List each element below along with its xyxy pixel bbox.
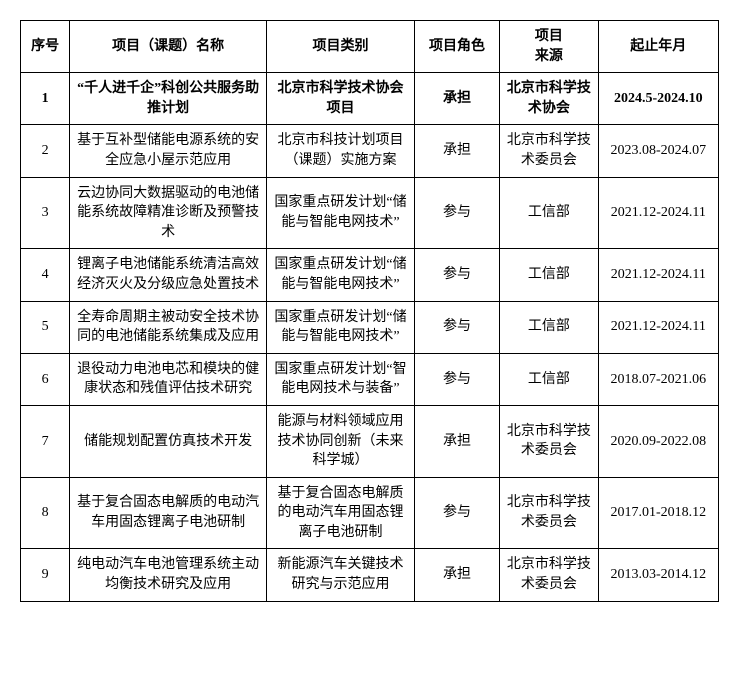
cell-source: 北京市科学技术委员会 — [500, 549, 598, 601]
cell-role: 承担 — [414, 405, 499, 477]
cell-source: 北京市科学技术协会 — [500, 73, 598, 125]
table-row: 9纯电动汽车电池管理系统主动均衡技术研究及应用新能源汽车关键技术研究与示范应用承… — [21, 549, 719, 601]
cell-source: 工信部 — [500, 249, 598, 301]
cell-period: 2021.12-2024.11 — [598, 301, 718, 353]
cell-idx: 4 — [21, 249, 70, 301]
cell-source: 北京市科学技术委员会 — [500, 405, 598, 477]
table-row: 2基于互补型储能电源系统的安全应急小屋示范应用北京市科技计划项目（课题）实施方案… — [21, 125, 719, 177]
cell-period: 2023.08-2024.07 — [598, 125, 718, 177]
cell-source: 工信部 — [500, 301, 598, 353]
cell-type: 国家重点研发计划“储能与智能电网技术” — [267, 301, 415, 353]
cell-name: 基于复合固态电解质的电动汽车用固态锂离子电池研制 — [70, 477, 267, 549]
header-source: 项目 来源 — [500, 21, 598, 73]
header-idx: 序号 — [21, 21, 70, 73]
header-period: 起止年月 — [598, 21, 718, 73]
cell-name: 全寿命周期主被动安全技术协同的电池储能系统集成及应用 — [70, 301, 267, 353]
cell-role: 参与 — [414, 353, 499, 405]
cell-type: 能源与材料领域应用技术协同创新（未来科学城） — [267, 405, 415, 477]
cell-type: 新能源汽车关键技术研究与示范应用 — [267, 549, 415, 601]
cell-idx: 1 — [21, 73, 70, 125]
table-row: 6退役动力电池电芯和模块的健康状态和残值评估技术研究国家重点研发计划“智能电网技… — [21, 353, 719, 405]
cell-period: 2021.12-2024.11 — [598, 249, 718, 301]
table-header-row: 序号 项目（课题）名称 项目类别 项目角色 项目 来源 起止年月 — [21, 21, 719, 73]
cell-name: 基于互补型储能电源系统的安全应急小屋示范应用 — [70, 125, 267, 177]
cell-period: 2021.12-2024.11 — [598, 177, 718, 249]
cell-name: 储能规划配置仿真技术开发 — [70, 405, 267, 477]
header-type: 项目类别 — [267, 21, 415, 73]
cell-role: 参与 — [414, 301, 499, 353]
cell-source: 北京市科学技术委员会 — [500, 125, 598, 177]
cell-period: 2020.09-2022.08 — [598, 405, 718, 477]
cell-source: 工信部 — [500, 353, 598, 405]
cell-idx: 2 — [21, 125, 70, 177]
cell-idx: 3 — [21, 177, 70, 249]
table-row: 8基于复合固态电解质的电动汽车用固态锂离子电池研制基于复合固态电解质的电动汽车用… — [21, 477, 719, 549]
cell-idx: 6 — [21, 353, 70, 405]
cell-type: 北京市科学技术协会项目 — [267, 73, 415, 125]
cell-role: 承担 — [414, 73, 499, 125]
cell-source: 工信部 — [500, 177, 598, 249]
cell-role: 参与 — [414, 249, 499, 301]
cell-idx: 9 — [21, 549, 70, 601]
table-row: 1“千人进千企”科创公共服务助推计划北京市科学技术协会项目承担北京市科学技术协会… — [21, 73, 719, 125]
cell-source: 北京市科学技术委员会 — [500, 477, 598, 549]
cell-type: 基于复合固态电解质的电动汽车用固态锂离子电池研制 — [267, 477, 415, 549]
cell-role: 承担 — [414, 549, 499, 601]
cell-type: 国家重点研发计划“智能电网技术与装备” — [267, 353, 415, 405]
cell-role: 承担 — [414, 125, 499, 177]
header-name: 项目（课题）名称 — [70, 21, 267, 73]
cell-name: 退役动力电池电芯和模块的健康状态和残值评估技术研究 — [70, 353, 267, 405]
cell-period: 2018.07-2021.06 — [598, 353, 718, 405]
cell-name: 纯电动汽车电池管理系统主动均衡技术研究及应用 — [70, 549, 267, 601]
projects-table: 序号 项目（课题）名称 项目类别 项目角色 项目 来源 起止年月 1“千人进千企… — [20, 20, 719, 602]
cell-name: 锂离子电池储能系统清洁高效经济灭火及分级应急处置技术 — [70, 249, 267, 301]
cell-type: 北京市科技计划项目（课题）实施方案 — [267, 125, 415, 177]
table-row: 4锂离子电池储能系统清洁高效经济灭火及分级应急处置技术国家重点研发计划“储能与智… — [21, 249, 719, 301]
cell-idx: 7 — [21, 405, 70, 477]
header-role: 项目角色 — [414, 21, 499, 73]
table-body: 1“千人进千企”科创公共服务助推计划北京市科学技术协会项目承担北京市科学技术协会… — [21, 73, 719, 601]
cell-role: 参与 — [414, 477, 499, 549]
table-row: 5全寿命周期主被动安全技术协同的电池储能系统集成及应用国家重点研发计划“储能与智… — [21, 301, 719, 353]
cell-idx: 8 — [21, 477, 70, 549]
cell-role: 参与 — [414, 177, 499, 249]
cell-idx: 5 — [21, 301, 70, 353]
cell-type: 国家重点研发计划“储能与智能电网技术” — [267, 177, 415, 249]
cell-name: 云边协同大数据驱动的电池储能系统故障精准诊断及预警技术 — [70, 177, 267, 249]
cell-period: 2017.01-2018.12 — [598, 477, 718, 549]
cell-period: 2013.03-2014.12 — [598, 549, 718, 601]
cell-type: 国家重点研发计划“储能与智能电网技术” — [267, 249, 415, 301]
cell-name: “千人进千企”科创公共服务助推计划 — [70, 73, 267, 125]
table-row: 7储能规划配置仿真技术开发能源与材料领域应用技术协同创新（未来科学城）承担北京市… — [21, 405, 719, 477]
table-row: 3云边协同大数据驱动的电池储能系统故障精准诊断及预警技术国家重点研发计划“储能与… — [21, 177, 719, 249]
cell-period: 2024.5-2024.10 — [598, 73, 718, 125]
